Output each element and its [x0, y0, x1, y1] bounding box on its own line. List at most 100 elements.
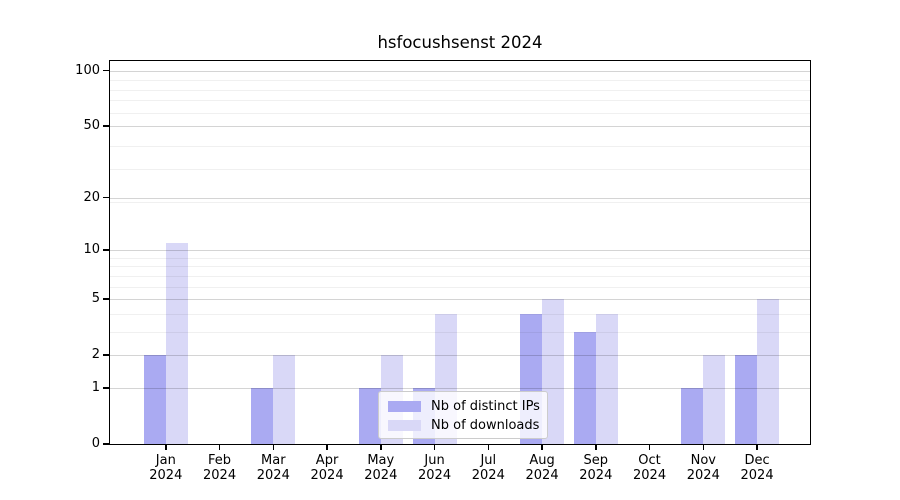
minor-gridline [110, 89, 810, 91]
legend-label-downloads: Nb of downloads [431, 417, 540, 433]
x-tick-year: 2024 [256, 467, 290, 483]
major-gridline [110, 125, 810, 127]
x-tick-label: Jan 2024 [134, 453, 198, 483]
minor-gridline [110, 266, 810, 268]
bar-distinct-ips-nov [681, 387, 704, 444]
legend-row-distinct-ips: Nb of distinct IPs [388, 398, 540, 414]
x-tick-label: Apr 2024 [295, 453, 359, 483]
y-tick-label: 20 [83, 189, 100, 205]
x-tick-month: Sep [583, 453, 609, 468]
bar-downloads-mar [273, 355, 296, 444]
y-tick-mark [103, 354, 109, 356]
x-tick-label: Aug 2024 [510, 453, 574, 483]
x-tick-year: 2024 [525, 467, 559, 483]
x-tick-mark [595, 444, 597, 450]
x-tick-label: Jun 2024 [403, 453, 467, 483]
bar-downloads-sep [595, 313, 618, 444]
y-tick-label: 50 [83, 117, 100, 133]
x-tick-label: Feb 2024 [188, 453, 252, 483]
x-tick-month: Aug [529, 453, 555, 468]
minor-gridline [110, 145, 810, 147]
x-tick-month: Jun [424, 453, 445, 468]
major-gridline [110, 299, 810, 301]
plot-area [110, 61, 810, 444]
y-tick-mark [103, 196, 109, 199]
y-tick-mark [103, 125, 109, 127]
x-tick-month: May [367, 453, 395, 468]
x-tick-mark [165, 444, 167, 450]
x-tick-year: 2024 [740, 467, 774, 483]
chart-title: hsfocushsenst 2024 [377, 33, 543, 52]
x-tick-mark [218, 444, 221, 450]
x-tick-label: Dec 2024 [725, 453, 789, 483]
bar-distinct-ips-sep [573, 331, 596, 444]
y-tick-label: 0 [91, 436, 100, 451]
major-gridline [110, 70, 810, 72]
x-tick-month: Feb [208, 453, 232, 468]
legend-swatch-distinct-ips [388, 400, 421, 412]
minor-gridline [110, 275, 810, 277]
y-tick-mark [103, 387, 109, 389]
legend-swatch-downloads [388, 419, 421, 431]
minor-gridline [110, 201, 810, 203]
x-tick-year: 2024 [149, 467, 183, 483]
x-tick-mark [326, 444, 328, 450]
bar-downloads-dec [757, 299, 780, 444]
x-tick-mark [433, 444, 436, 450]
x-tick-label: Jul 2024 [456, 453, 520, 483]
x-tick-month: Jan [155, 453, 176, 468]
x-tick-label: Oct 2024 [618, 453, 682, 483]
y-tick-mark [103, 443, 109, 445]
bar-downloads-jan [165, 243, 188, 444]
x-tick-mark [756, 444, 758, 450]
major-gridline [110, 250, 810, 252]
bar-distinct-ips-jan [143, 355, 166, 444]
x-tick-month: Nov [690, 453, 716, 468]
x-tick-year: 2024 [203, 467, 237, 483]
x-tick-year: 2024 [686, 467, 720, 483]
minor-gridline [110, 257, 810, 259]
minor-gridline [110, 331, 810, 333]
minor-gridline [110, 313, 810, 315]
legend-label-distinct-ips: Nb of distinct IPs [431, 398, 540, 414]
bar-downloads-nov [703, 355, 726, 444]
x-tick-month: Mar [261, 453, 286, 468]
minor-gridline [110, 168, 810, 170]
major-gridline [110, 387, 810, 389]
x-tick-month: Oct [638, 453, 661, 468]
x-tick-label: Nov 2024 [671, 453, 735, 483]
minor-gridline [110, 80, 810, 82]
minor-gridline [110, 100, 810, 102]
x-tick-mark [702, 444, 705, 450]
x-tick-label: May 2024 [349, 453, 413, 483]
y-tick-label: 10 [83, 242, 100, 258]
x-tick-year: 2024 [633, 467, 667, 483]
legend: Nb of distinct IPs Nb of downloads [378, 391, 548, 439]
x-tick-year: 2024 [310, 467, 344, 483]
bar-distinct-ips-dec [735, 355, 758, 444]
x-tick-mark [272, 444, 275, 450]
x-tick-year: 2024 [471, 467, 505, 483]
bar-distinct-ips-may [358, 387, 381, 444]
x-tick-month: Jul [480, 453, 497, 468]
y-tick-label: 100 [75, 62, 100, 78]
y-tick-label: 2 [91, 347, 100, 363]
y-tick-mark [103, 249, 109, 251]
x-tick-mark [380, 444, 382, 450]
minor-gridline [110, 112, 810, 114]
major-gridline [110, 355, 810, 357]
y-tick-mark [103, 69, 109, 72]
bar-distinct-ips-mar [251, 387, 274, 444]
x-tick-label: Sep 2024 [564, 453, 628, 483]
x-tick-year: 2024 [418, 467, 452, 483]
y-tick-mark [103, 298, 109, 300]
x-tick-mark [648, 444, 651, 450]
x-tick-month: Apr [315, 453, 339, 468]
y-tick-label: 5 [91, 291, 100, 307]
y-tick-label: 1 [91, 379, 100, 395]
legend-row-downloads: Nb of downloads [388, 417, 539, 433]
x-tick-month: Dec [744, 453, 770, 468]
minor-gridline [110, 286, 810, 288]
x-tick-year: 2024 [364, 467, 398, 483]
